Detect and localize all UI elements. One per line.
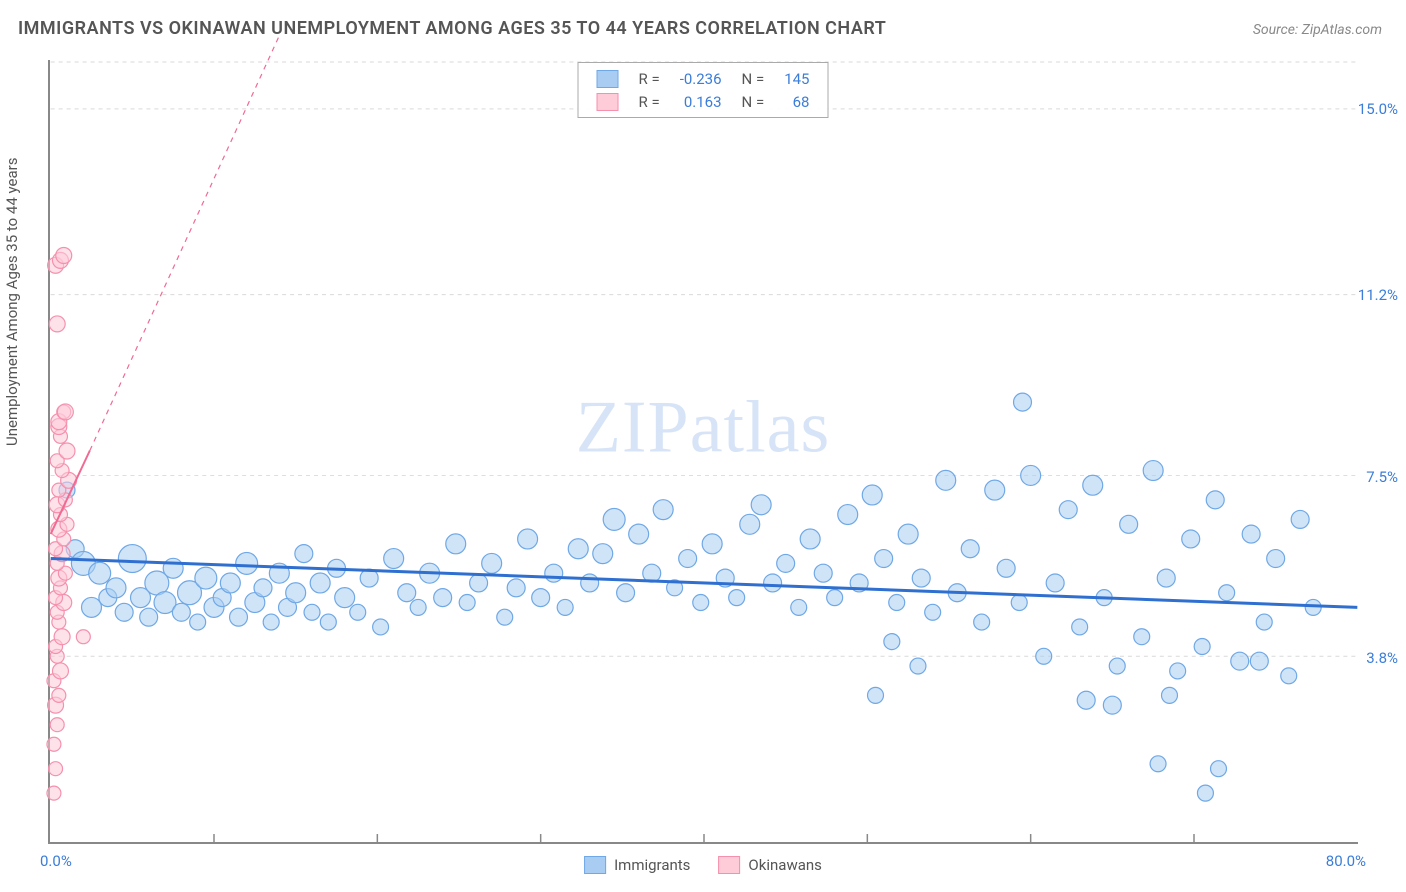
- y-axis-label: Unemployment Among Ages 35 to 44 years: [3, 158, 21, 446]
- chart-title: IMMIGRANTS VS OKINAWAN UNEMPLOYMENT AMON…: [18, 18, 886, 39]
- scatter-chart: [50, 60, 1358, 842]
- stats-row: R =0.163N =68: [587, 90, 820, 113]
- legend-item: Okinawans: [718, 856, 821, 874]
- stats-legend: R =-0.236N =145R =0.163N =68: [578, 62, 829, 118]
- y-tick-label: 15.0%: [1358, 100, 1398, 118]
- legend-item: Immigrants: [584, 856, 690, 874]
- stats-row: R =-0.236N =145: [587, 67, 820, 90]
- plot-area: [48, 60, 1358, 844]
- x-axis-max: 80.0%: [1326, 852, 1366, 870]
- x-axis-min: 0.0%: [40, 852, 72, 870]
- series-legend: Immigrants Okinawans: [584, 856, 822, 874]
- y-tick-label: 11.2%: [1358, 286, 1398, 304]
- y-tick-label: 7.5%: [1366, 468, 1398, 486]
- source-credit: Source: ZipAtlas.com: [1253, 22, 1382, 38]
- y-tick-label: 3.8%: [1366, 649, 1398, 667]
